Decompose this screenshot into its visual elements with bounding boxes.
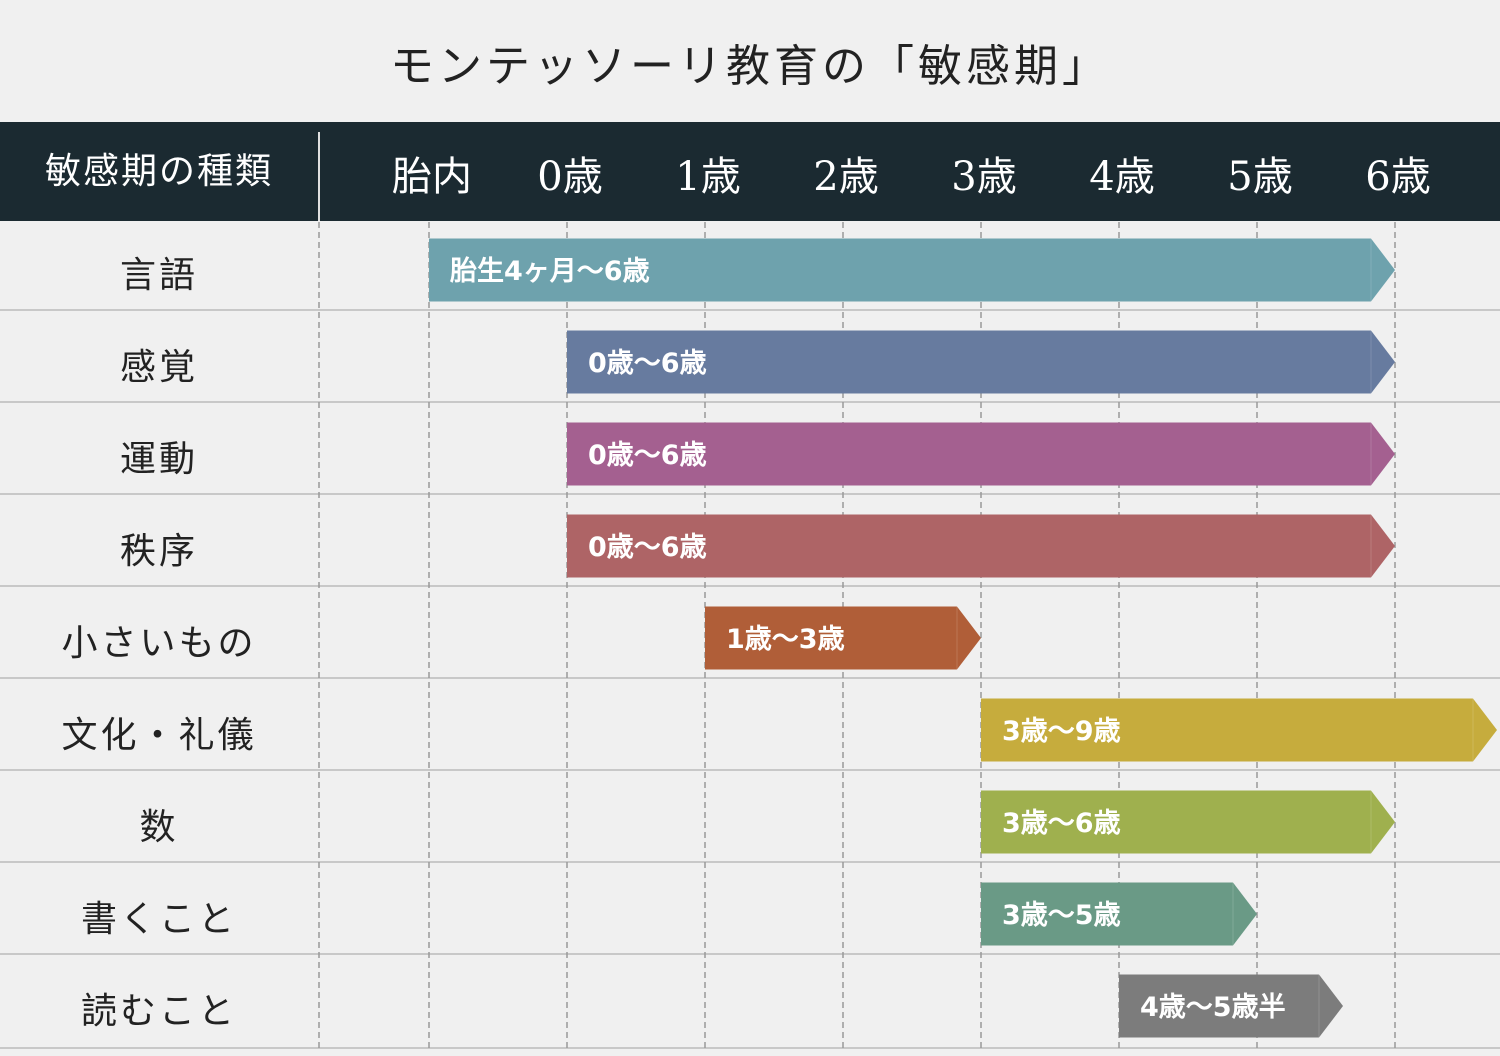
bar-label: 3歳〜5歳 xyxy=(1002,900,1121,931)
row-label: 感覚 xyxy=(119,347,198,388)
bar xyxy=(981,882,1257,946)
tick-label: 3歳 xyxy=(951,154,1017,200)
bar xyxy=(567,422,1395,486)
tick-label: 0歳 xyxy=(537,154,603,200)
header-label: 敏感期の種類 xyxy=(44,151,273,192)
bar-label: 0歳〜6歳 xyxy=(588,348,707,379)
row-label: 言語 xyxy=(119,255,198,296)
row-label: 秩序 xyxy=(119,531,198,572)
row-label: 文化・礼儀 xyxy=(61,715,257,756)
bar xyxy=(705,606,981,670)
bar-label: 胎生4ヶ月〜6歳 xyxy=(450,256,650,287)
bar xyxy=(981,790,1395,854)
header-bar: 敏感期の種類 胎内 0歳 1歳 2歳 3歳 4歳 5歳 6歳 xyxy=(0,122,1500,221)
bar-label: 0歳〜6歳 xyxy=(588,532,707,563)
chart-title: モンテッソーリ教育の「敏感期」 xyxy=(390,41,1110,92)
row-label: 数 xyxy=(139,807,179,848)
row-label: 書くこと xyxy=(80,899,237,940)
row-label: 小さいもの xyxy=(61,623,257,664)
tick-label: 1歳 xyxy=(675,154,741,200)
bar xyxy=(1119,974,1343,1038)
bar-label: 3歳〜6歳 xyxy=(1002,808,1121,839)
tick-label: 6歳 xyxy=(1365,154,1431,200)
bar xyxy=(567,330,1395,394)
tick-label: 5歳 xyxy=(1227,154,1293,200)
header-divider xyxy=(318,132,320,221)
bar-label: 4歳〜5歳半 xyxy=(1140,992,1286,1023)
bar xyxy=(567,514,1395,578)
row-label: 読むこと xyxy=(80,991,237,1032)
row-label: 運動 xyxy=(119,439,198,480)
tick-label: 4歳 xyxy=(1089,154,1155,200)
bar xyxy=(429,238,1395,302)
tick-label: 2歳 xyxy=(813,154,879,200)
bar xyxy=(981,698,1497,762)
tick-label: 胎内 xyxy=(392,154,472,200)
bar-label: 1歳〜3歳 xyxy=(726,624,845,655)
bar-label: 0歳〜6歳 xyxy=(588,440,707,471)
bar-label: 3歳〜9歳 xyxy=(1002,716,1121,747)
